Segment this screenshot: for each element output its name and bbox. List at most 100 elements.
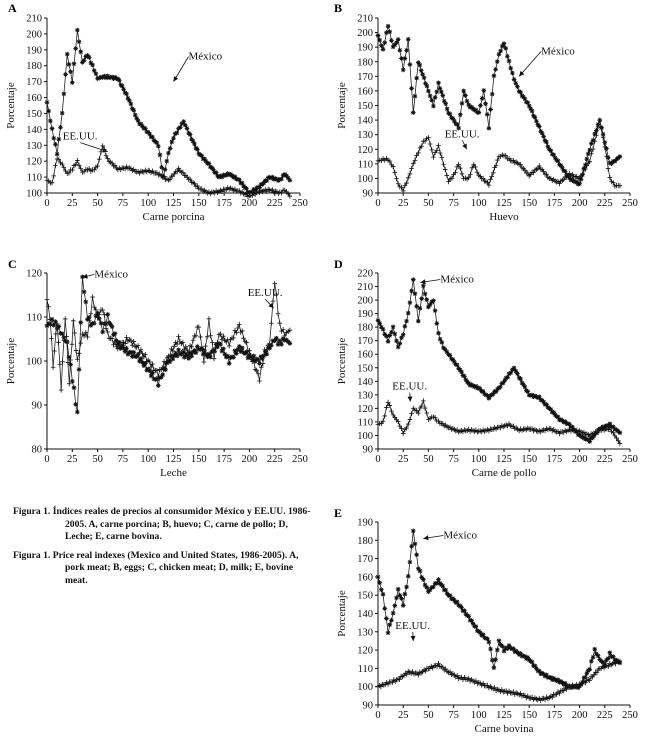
data-point	[422, 291, 428, 297]
data-point	[208, 354, 213, 360]
data-point	[267, 341, 272, 347]
data-point	[195, 183, 200, 189]
data-point	[235, 347, 241, 352]
data-point	[384, 404, 389, 411]
data-point	[209, 339, 215, 345]
y-tick-label: 90	[363, 701, 374, 712]
data-point	[421, 75, 427, 81]
data-point	[66, 381, 72, 387]
data-point	[602, 144, 608, 150]
data-point	[594, 651, 599, 657]
x-tick-label: 175	[216, 198, 232, 209]
chart-c: C 80 90 100 110 120 0 25 50 75 100 125 150 175 200 225 2…	[5, 257, 308, 479]
data-point	[474, 169, 480, 175]
data-point	[213, 170, 219, 175]
data-point	[500, 380, 506, 386]
data-point	[432, 415, 438, 421]
data-point	[148, 373, 154, 379]
x-tick-label: 225	[597, 454, 613, 465]
data-point	[264, 351, 270, 357]
data-point	[529, 108, 535, 114]
data-point	[112, 339, 118, 345]
data-point	[515, 371, 520, 377]
data-point	[60, 359, 65, 365]
x-tick-label: 225	[267, 454, 283, 465]
data-point	[479, 633, 484, 638]
series-line	[377, 279, 621, 443]
data-point	[128, 337, 134, 343]
data-point	[536, 163, 542, 169]
data-point	[195, 147, 200, 152]
data-point	[134, 115, 139, 121]
data-point	[173, 350, 178, 356]
data-point	[70, 378, 75, 384]
data-point	[506, 371, 512, 377]
data-point	[407, 171, 413, 177]
data-point	[81, 289, 87, 295]
y-tick-label: 120	[26, 157, 42, 168]
data-point	[54, 321, 60, 327]
data-point	[105, 156, 111, 162]
x-tick-label: 250	[292, 198, 308, 209]
data-point	[53, 162, 58, 169]
panel-letter: C	[8, 257, 17, 271]
data-point	[452, 118, 457, 124]
data-point	[491, 73, 497, 79]
data-point	[203, 158, 209, 164]
data-point	[434, 581, 440, 586]
data-point	[557, 162, 562, 167]
data-point	[446, 179, 451, 185]
data-point	[484, 112, 490, 117]
data-point	[447, 593, 453, 598]
data-point	[436, 330, 441, 336]
data-point	[419, 143, 424, 149]
annotation-arrowhead	[420, 279, 426, 285]
data-point	[496, 638, 502, 644]
y-tick-label: 220	[357, 269, 373, 280]
data-point	[53, 319, 58, 324]
data-point	[131, 349, 137, 355]
data-point	[177, 125, 183, 130]
x-tick-label: 150	[191, 454, 207, 465]
data-point	[409, 165, 414, 172]
data-point	[571, 178, 577, 184]
data-point	[424, 585, 430, 590]
data-point	[480, 175, 486, 181]
x-tick-label: 200	[572, 454, 588, 465]
y-tick-label: 200	[357, 296, 373, 307]
y-axis-label: Porcentaje	[336, 338, 348, 385]
data-point	[211, 356, 217, 362]
data-point	[534, 394, 539, 400]
data-point	[106, 75, 112, 81]
series-mexico	[44, 27, 293, 195]
data-point	[522, 167, 528, 173]
data-point	[400, 332, 406, 338]
x-tick-label: 200	[572, 198, 588, 209]
data-point	[76, 39, 82, 45]
x-tick-label: 100	[140, 454, 156, 465]
data-point	[436, 661, 441, 667]
x-tick-label: 25	[67, 454, 78, 465]
data-point	[555, 677, 561, 682]
data-point	[232, 348, 238, 354]
data-point	[260, 356, 265, 361]
data-point	[399, 425, 404, 431]
x-tick-label: 100	[471, 198, 487, 209]
data-point	[549, 151, 555, 157]
data-point	[525, 389, 531, 394]
data-point	[73, 162, 78, 168]
data-point	[274, 335, 279, 341]
x-tick-label: 50	[423, 198, 434, 209]
data-point	[382, 413, 388, 419]
data-point	[390, 324, 396, 330]
data-point	[78, 320, 84, 325]
data-point	[183, 122, 188, 128]
data-point	[444, 591, 450, 596]
x-tick-label: 50	[92, 198, 103, 209]
data-point	[174, 353, 180, 359]
data-point	[581, 434, 587, 440]
data-point	[277, 320, 283, 326]
data-point	[447, 353, 453, 358]
data-point	[483, 392, 489, 398]
y-tick-label: 130	[26, 141, 42, 152]
